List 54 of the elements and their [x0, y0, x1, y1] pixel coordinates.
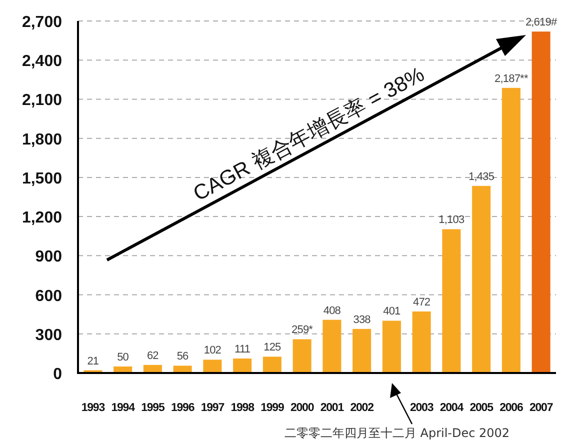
data-label: 401: [383, 306, 401, 318]
y-tick-label: 1,800: [22, 131, 62, 148]
bar: [502, 88, 520, 373]
data-label: 2,187**: [494, 72, 529, 85]
x-tick-label: 1996: [170, 402, 194, 414]
y-tick-label: 1,200: [22, 210, 62, 227]
y-tick-label: 2,100: [22, 92, 62, 110]
text: 二零零二年四月至十二月 April-Dec 2002: [284, 426, 510, 440]
x-tick-label: 2004: [440, 402, 464, 414]
x-tick-label: 1995: [141, 402, 166, 414]
data-label: 102: [204, 344, 222, 357]
bar: [442, 229, 461, 373]
data-label: 259*: [292, 324, 314, 336]
data-label: 125: [264, 342, 282, 354]
x-tick-label: 1994: [111, 402, 136, 414]
data-label: 1,103: [438, 214, 464, 226]
x-tick-label: 1999: [260, 402, 284, 414]
x-tick-label: 2001: [320, 402, 345, 414]
y-tick-label: 1,500: [22, 170, 62, 188]
data-label: 1,435: [468, 170, 494, 183]
data-label: 408: [323, 304, 341, 317]
bar: [322, 320, 342, 373]
x-tick-label: 2003: [410, 402, 434, 414]
bar: [472, 186, 491, 373]
data-label: 2,619#: [525, 16, 558, 29]
bar: [262, 356, 282, 373]
x-tick-label: 2006: [500, 402, 523, 414]
x-tick-label: 2000: [290, 402, 314, 414]
y-tick-label: 0: [53, 366, 62, 383]
y-tick-label: 2,400: [22, 53, 62, 70]
x-tick-label: 2005: [470, 402, 494, 414]
data-label: 62: [146, 350, 159, 362]
data-label: 21: [87, 355, 99, 368]
bar: [203, 360, 222, 373]
data-label: 338: [353, 314, 371, 326]
y-tick-label: 600: [35, 288, 62, 305]
x-tick-label: 2007: [529, 402, 553, 414]
bar: [412, 311, 431, 373]
bar: [292, 339, 312, 373]
data-label: 472: [412, 296, 430, 308]
y-tick-label: 300: [35, 326, 62, 344]
x-tick-label: 1997: [200, 402, 224, 414]
data-label: 56: [176, 350, 189, 363]
y-tick-label: 900: [35, 248, 62, 266]
data-label: 50: [117, 351, 129, 364]
x-tick-label: 1993: [81, 402, 105, 414]
x-tick-label: 2002: [350, 402, 374, 414]
y-tick-label: 2,700: [22, 14, 62, 31]
bar: [532, 32, 550, 373]
bar: [233, 358, 252, 373]
bar: [352, 328, 372, 373]
data-label: 111: [234, 344, 250, 356]
bar: [382, 320, 401, 373]
x-tick-label: 1998: [230, 402, 256, 414]
